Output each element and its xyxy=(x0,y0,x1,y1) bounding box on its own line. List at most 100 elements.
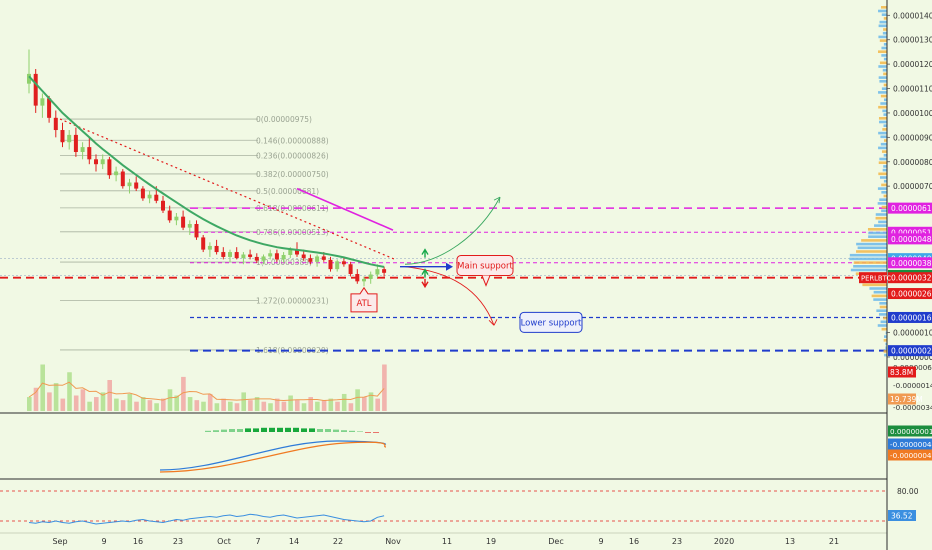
volume-bar xyxy=(328,398,334,411)
volume-ma-line xyxy=(28,381,385,402)
volume-bar xyxy=(53,383,59,411)
resistance-segment[interactable] xyxy=(296,187,394,231)
profile-bar xyxy=(876,309,887,312)
macd-histogram-bar xyxy=(325,429,331,432)
volume-bar xyxy=(228,401,233,411)
main-support-callout[interactable] xyxy=(456,254,514,276)
macd-histogram-bar xyxy=(341,430,347,432)
volume-bar xyxy=(167,389,173,411)
volume-bar xyxy=(73,395,79,411)
profile-bar xyxy=(881,327,887,331)
time-tick-label: 16 xyxy=(133,537,143,546)
time-tick-label: 9 xyxy=(598,537,603,546)
candle-body xyxy=(368,274,373,279)
candle-body xyxy=(120,171,125,187)
volume-bar xyxy=(134,401,139,411)
lower-support-callout[interactable] xyxy=(519,311,583,333)
symbol-tag-text: PERLBTC xyxy=(861,275,891,283)
profile-bar xyxy=(878,105,887,109)
volume-bar xyxy=(234,403,240,411)
profile-bar xyxy=(868,235,887,238)
profile-bar xyxy=(883,72,887,76)
volume-bar xyxy=(67,372,72,411)
candle-body xyxy=(281,254,286,260)
profile-bar xyxy=(878,35,887,39)
profile-bar xyxy=(873,298,887,301)
bearish-projection[interactable] xyxy=(404,266,495,326)
atl-callout[interactable] xyxy=(350,286,378,313)
time-tick-label: 14 xyxy=(289,537,299,546)
profile-bar xyxy=(880,135,887,139)
symbol-tag[interactable] xyxy=(859,272,887,284)
macd-histogram-bar xyxy=(205,430,211,432)
price-label-tag[interactable] xyxy=(888,345,932,357)
bullish-projection[interactable] xyxy=(404,196,501,265)
profile-bar xyxy=(868,231,887,235)
candle-body xyxy=(221,252,226,257)
volume-bar xyxy=(368,392,374,411)
macd-value-tag[interactable] xyxy=(888,425,932,437)
rsi-line xyxy=(28,513,385,525)
profile-bar xyxy=(878,24,887,28)
volume-bar xyxy=(161,398,166,411)
profile-bar xyxy=(882,109,887,113)
horizontal-lines[interactable] xyxy=(0,207,887,352)
candle-body xyxy=(241,254,246,259)
volume-bar xyxy=(60,398,66,411)
time-tick-label: Nov xyxy=(385,537,401,546)
profile-bar xyxy=(883,98,887,102)
profile-bar xyxy=(880,94,887,98)
profile-bar xyxy=(882,68,887,72)
profile-bar xyxy=(878,172,887,176)
candle-body xyxy=(194,223,199,238)
volume-bar xyxy=(375,398,380,411)
volume-value-text: 19.739M xyxy=(890,395,923,404)
annotations[interactable]: Main support Lower support ATL xyxy=(350,248,583,333)
price-label-tag[interactable] xyxy=(888,257,932,269)
volume-value-tag[interactable] xyxy=(888,366,916,378)
volume-bar xyxy=(194,400,200,411)
downtrend-line[interactable] xyxy=(59,118,396,260)
price-label-tag[interactable] xyxy=(888,202,932,214)
candle-body xyxy=(134,182,139,189)
price-label-tag[interactable] xyxy=(888,311,932,323)
profile-bar xyxy=(856,250,887,253)
volume-bar xyxy=(127,393,133,411)
profile-bar xyxy=(882,31,887,35)
profile-bar xyxy=(850,268,887,272)
rsi-value-tag[interactable] xyxy=(888,510,916,521)
profile-bar xyxy=(875,213,887,216)
projection-arrowhead xyxy=(488,319,498,326)
macd-value-tag[interactable] xyxy=(888,449,932,461)
volume-bar xyxy=(147,400,153,411)
volume-bar xyxy=(301,403,307,411)
price-label-tag[interactable] xyxy=(888,233,932,245)
volume-bar xyxy=(207,393,213,411)
price-label-tag[interactable] xyxy=(888,272,932,284)
volume-bar xyxy=(335,401,340,411)
volume-value-tag[interactable] xyxy=(888,393,916,405)
candle-body xyxy=(362,278,366,282)
fib-label: 1.618(0.00000029) xyxy=(256,346,329,355)
trendlines[interactable] xyxy=(59,118,501,326)
profile-bar xyxy=(877,324,887,327)
macd-value-tag[interactable] xyxy=(888,438,932,450)
rsi-value-text: 36.52 xyxy=(891,512,913,521)
volume-bar xyxy=(140,397,146,411)
price-label-tag[interactable] xyxy=(888,226,932,238)
volume-bar xyxy=(274,398,280,411)
candle-body xyxy=(315,256,320,262)
time-axis[interactable]: Sep 9 16 23 Oct 7 14 22 Nov 11 19 Dec 9 16 23 2020 13 21 xyxy=(52,537,839,546)
profile-bar xyxy=(856,242,887,246)
volume-bar xyxy=(221,398,226,411)
volume-bar xyxy=(107,380,112,411)
price-label-tag[interactable] xyxy=(888,288,932,300)
profile-bar xyxy=(867,228,887,231)
profile-bar xyxy=(883,350,887,353)
profile-bar xyxy=(881,150,887,153)
